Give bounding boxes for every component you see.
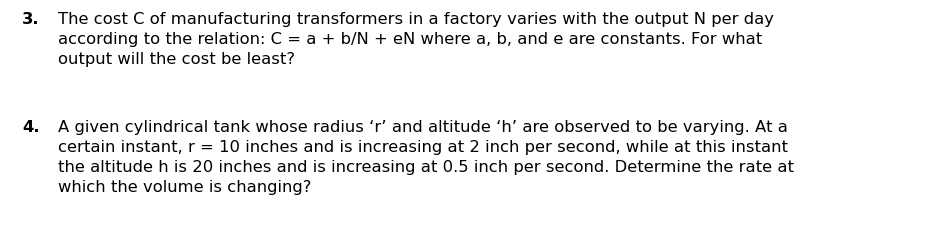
Text: 4.: 4. — [22, 120, 40, 135]
Text: output will the cost be least?: output will the cost be least? — [58, 52, 295, 67]
Text: The cost C of manufacturing transformers in a factory varies with the output N p: The cost C of manufacturing transformers… — [58, 12, 774, 27]
Text: according to the relation: C = a + b/N + eN where a, b, and e are constants. For: according to the relation: C = a + b/N +… — [58, 32, 762, 47]
Text: A given cylindrical tank whose radius ‘r’ and altitude ‘h’ are observed to be va: A given cylindrical tank whose radius ‘r… — [58, 120, 788, 135]
Text: the altitude h is 20 inches and is increasing at 0.5 inch per second. Determine : the altitude h is 20 inches and is incre… — [58, 160, 794, 175]
Text: certain instant, r = 10 inches and is increasing at 2 inch per second, while at : certain instant, r = 10 inches and is in… — [58, 140, 788, 155]
Text: 3.: 3. — [22, 12, 40, 27]
Text: which the volume is changing?: which the volume is changing? — [58, 180, 312, 195]
